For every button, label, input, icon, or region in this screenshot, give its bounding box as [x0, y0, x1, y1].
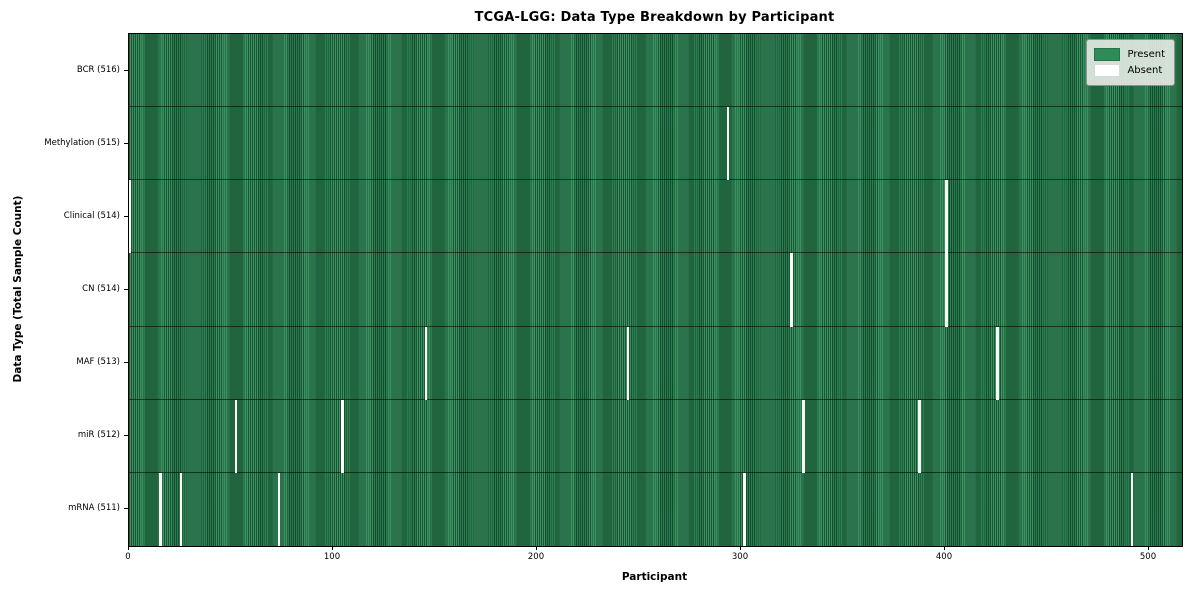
y-tick-mark	[124, 143, 128, 144]
heatmap-row-CN	[129, 253, 1182, 327]
absent-marker	[789, 253, 793, 327]
y-tick-label-Methylation: Methylation (515)	[44, 138, 120, 148]
absent-marker	[945, 253, 948, 327]
x-tick-label-100: 100	[323, 552, 341, 562]
x-tick-label-500: 500	[1139, 552, 1157, 562]
legend-absent-swatch	[1094, 64, 1121, 77]
heatmap-row-Clinical	[128, 180, 1182, 254]
x-tick-label-400: 400	[935, 552, 953, 562]
absent-marker	[918, 399, 922, 473]
heatmap-row-BCR	[129, 34, 1182, 108]
y-tick-label-mRNA: mRNA (511)	[68, 503, 120, 513]
absent-marker	[1130, 472, 1134, 546]
x-tick-mark	[1148, 546, 1149, 550]
legend-present-label: Present	[1127, 49, 1165, 60]
absent-marker	[802, 399, 805, 473]
y-tick-mark	[124, 289, 128, 290]
x-tick-label-200: 200	[527, 552, 545, 562]
absent-marker	[340, 399, 344, 473]
x-tick-label-0: 0	[125, 552, 131, 562]
x-tick-label-300: 300	[731, 552, 749, 562]
chart-title: TCGA-LGG: Data Type Breakdown by Partici…	[474, 10, 835, 25]
x-axis-label: Participant	[621, 571, 688, 583]
absent-marker	[996, 326, 999, 400]
x-tick-mark	[128, 546, 129, 550]
x-tick-mark	[536, 546, 537, 550]
legend: Present Absent	[1086, 39, 1175, 86]
y-tick-mark	[124, 216, 128, 217]
legend-entry-present: Present	[1094, 48, 1165, 61]
y-tick-label-CN: CN (514)	[82, 284, 120, 294]
absent-marker	[159, 472, 162, 546]
absent-marker	[277, 472, 281, 546]
heatmap-row-miR	[129, 399, 1182, 473]
heatmap-row-mRNA	[129, 472, 1182, 546]
y-tick-label-miR: miR (512)	[77, 430, 120, 440]
y-tick-label-BCR: BCR (516)	[76, 65, 120, 75]
plot-area	[128, 33, 1183, 547]
absent-marker	[128, 180, 132, 254]
x-tick-mark	[332, 546, 333, 550]
heatmap-row-Methylation	[129, 107, 1182, 181]
absent-marker	[945, 180, 948, 254]
legend-entry-absent: Absent	[1094, 64, 1165, 77]
y-tick-mark	[124, 435, 128, 436]
absent-marker	[742, 472, 746, 546]
absent-marker	[726, 107, 730, 181]
legend-present-swatch	[1094, 48, 1121, 61]
y-tick-label-MAF: MAF (513)	[76, 357, 120, 367]
absent-marker	[179, 472, 183, 546]
legend-absent-label: Absent	[1127, 65, 1163, 76]
x-tick-mark	[740, 546, 741, 550]
y-tick-mark	[124, 70, 128, 71]
absent-marker	[626, 326, 630, 400]
absent-marker	[234, 399, 238, 473]
y-tick-mark	[124, 362, 128, 363]
absent-marker	[424, 326, 428, 400]
y-tick-label-Clinical: Clinical (514)	[63, 211, 120, 221]
x-tick-mark	[944, 546, 945, 550]
y-tick-mark	[124, 508, 128, 509]
heatmap-row-MAF	[129, 326, 1182, 400]
